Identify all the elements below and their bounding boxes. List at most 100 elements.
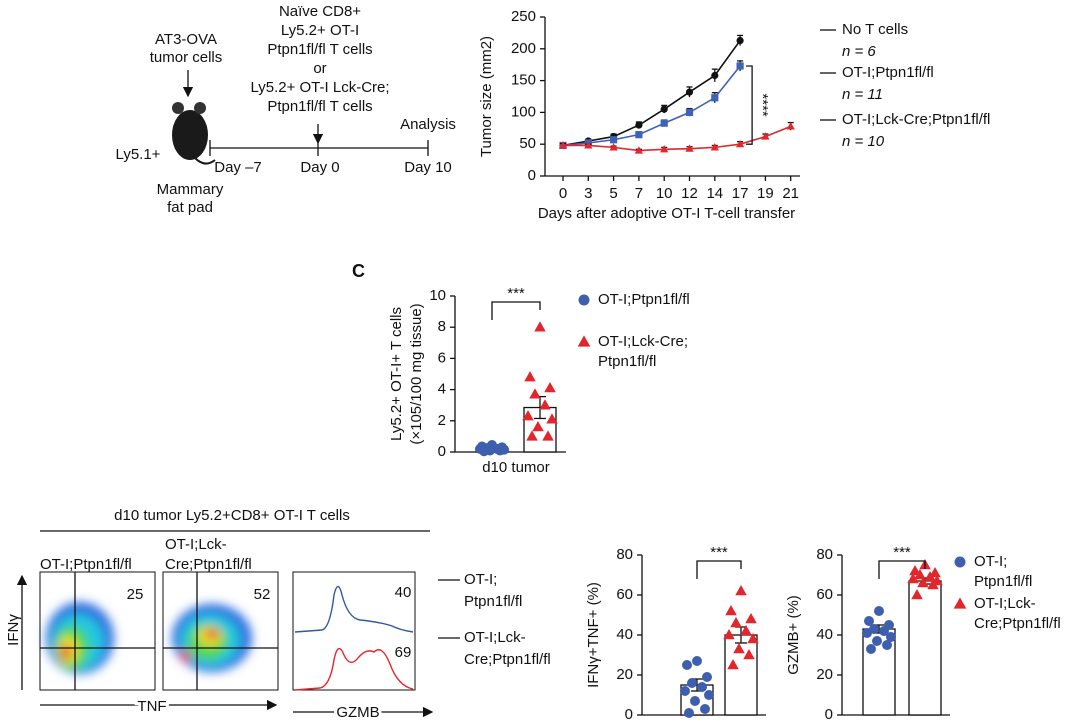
- marker: [710, 143, 719, 151]
- plot-frame: [39, 571, 156, 691]
- marker: [911, 589, 923, 600]
- y-tick-label: 40: [616, 626, 633, 643]
- marker: [609, 143, 618, 151]
- marker: [542, 430, 554, 441]
- y-tick-label: 50: [519, 135, 536, 152]
- marker: [522, 410, 534, 421]
- y-tick-label: 0: [625, 706, 633, 723]
- marker: [711, 94, 719, 102]
- y-tick-label: 80: [816, 546, 833, 563]
- flow-labels: OT-I;Ptpn1fl/fl25OT-I;Lck-Cre;Ptpn1fl/fl…: [40, 536, 551, 668]
- transfer-label: Ly5.2+ OT-I Lck-Cre;: [250, 79, 389, 96]
- marker: [907, 573, 919, 584]
- tumor-label: tumor cells: [150, 49, 223, 66]
- legend-n: n = 10: [842, 133, 885, 150]
- mouse-tail: [194, 157, 216, 165]
- transfer-label: Ly5.2+ OT-I: [281, 22, 359, 39]
- significance-label: ****: [754, 93, 771, 117]
- plot-label: Cre;Ptpn1fl/fl: [165, 556, 252, 573]
- marker: [743, 649, 755, 660]
- x-tick-label: 12: [681, 185, 698, 202]
- timeline-label: Day 0: [300, 159, 339, 176]
- plot-frame: [292, 571, 416, 691]
- y-axis-label: IFNγ+TNF+ (%): [585, 582, 602, 688]
- marker: [882, 640, 892, 650]
- marker: [864, 616, 874, 626]
- y-tick-label: 80: [616, 546, 633, 563]
- transfer-label: Ptpn1fl/fl T cells: [267, 98, 372, 115]
- x-tick-label: 10: [656, 185, 673, 202]
- marker: [534, 321, 546, 332]
- tumor-label: AT3-OVA: [155, 31, 217, 48]
- marker: [684, 708, 694, 718]
- legend-label: Ptpn1fl/fl: [974, 573, 1032, 590]
- marker: [680, 686, 690, 696]
- quadrant-value: 52: [254, 586, 271, 603]
- marker: [914, 569, 926, 580]
- marker: [685, 144, 694, 152]
- timeline-label: Day 10: [404, 159, 452, 176]
- transfer-label: or: [313, 60, 326, 77]
- y-tick-label: 40: [816, 626, 833, 643]
- x-tick-label: 17: [732, 185, 749, 202]
- marker: [862, 628, 872, 638]
- plot-label: OT-I;Lck-: [165, 536, 227, 553]
- y-tick-label: 150: [511, 72, 536, 89]
- marker: [761, 132, 770, 140]
- legend-marker: [954, 556, 966, 568]
- transfer-label: Ptpn1fl/fl T cells: [267, 41, 372, 58]
- legend-label: No T cells: [842, 21, 908, 38]
- marker: [687, 678, 697, 688]
- y-tick-label: 20: [816, 666, 833, 683]
- y-tick-label: 250: [511, 8, 536, 25]
- legend-marker: [953, 597, 967, 609]
- marker: [682, 660, 692, 670]
- marker: [872, 636, 882, 646]
- legend-label: OT-I;Lck-Cre;: [598, 333, 688, 350]
- legend-label: OT-I;: [464, 571, 497, 588]
- bar: [908, 580, 942, 716]
- y-tick-label: 200: [511, 40, 536, 57]
- plot-label: OT-I;Ptpn1fl/fl: [40, 556, 132, 573]
- legend-n: n = 11: [842, 86, 883, 103]
- x-tick-label: 7: [635, 185, 643, 202]
- marker: [704, 690, 714, 700]
- marker: [927, 579, 939, 590]
- host-label: Ly5.1+: [116, 146, 161, 163]
- y-axis-label: (×105/100 mg tissue): [408, 303, 425, 444]
- flow-panel: d10 tumor Ly5.2+CD8+ OT-I T cells IFNγ T: [5, 507, 551, 724]
- marker: [917, 577, 929, 588]
- x-tick-label: 21: [782, 185, 799, 202]
- y-tick-label: 60: [816, 586, 833, 603]
- y-axis-label: GZMB+ (%): [785, 595, 802, 675]
- marker: [929, 567, 941, 578]
- marker: [692, 656, 702, 666]
- histogram: [294, 647, 414, 691]
- marker: [879, 626, 889, 636]
- series-line: [563, 125, 791, 152]
- legend-label: Ptpn1fl/fl: [598, 353, 656, 370]
- y-tick-label: 6: [438, 349, 446, 366]
- marker: [886, 632, 896, 642]
- marker: [532, 421, 544, 432]
- y-axis-label: Tumor size (mm2): [478, 36, 495, 157]
- series-line: [562, 40, 741, 147]
- y-axis-label: Ly5.2+ OT-I+ T cells: [388, 307, 405, 441]
- legend-label: OT-I;: [974, 553, 1007, 570]
- marker: [690, 696, 700, 706]
- x-tick-label: 5: [609, 185, 617, 202]
- marker: [635, 121, 643, 129]
- marker: [725, 605, 737, 616]
- marker: [736, 36, 744, 45]
- marker: [660, 105, 668, 113]
- legend-label: OT-I;Lck-: [974, 595, 1036, 612]
- marker: [735, 139, 745, 148]
- marker: [730, 617, 742, 628]
- significance-bracket: [491, 301, 541, 320]
- marker: [524, 371, 536, 382]
- site-label: fat pad: [167, 199, 213, 216]
- marker: [723, 629, 735, 640]
- marker: [660, 144, 669, 153]
